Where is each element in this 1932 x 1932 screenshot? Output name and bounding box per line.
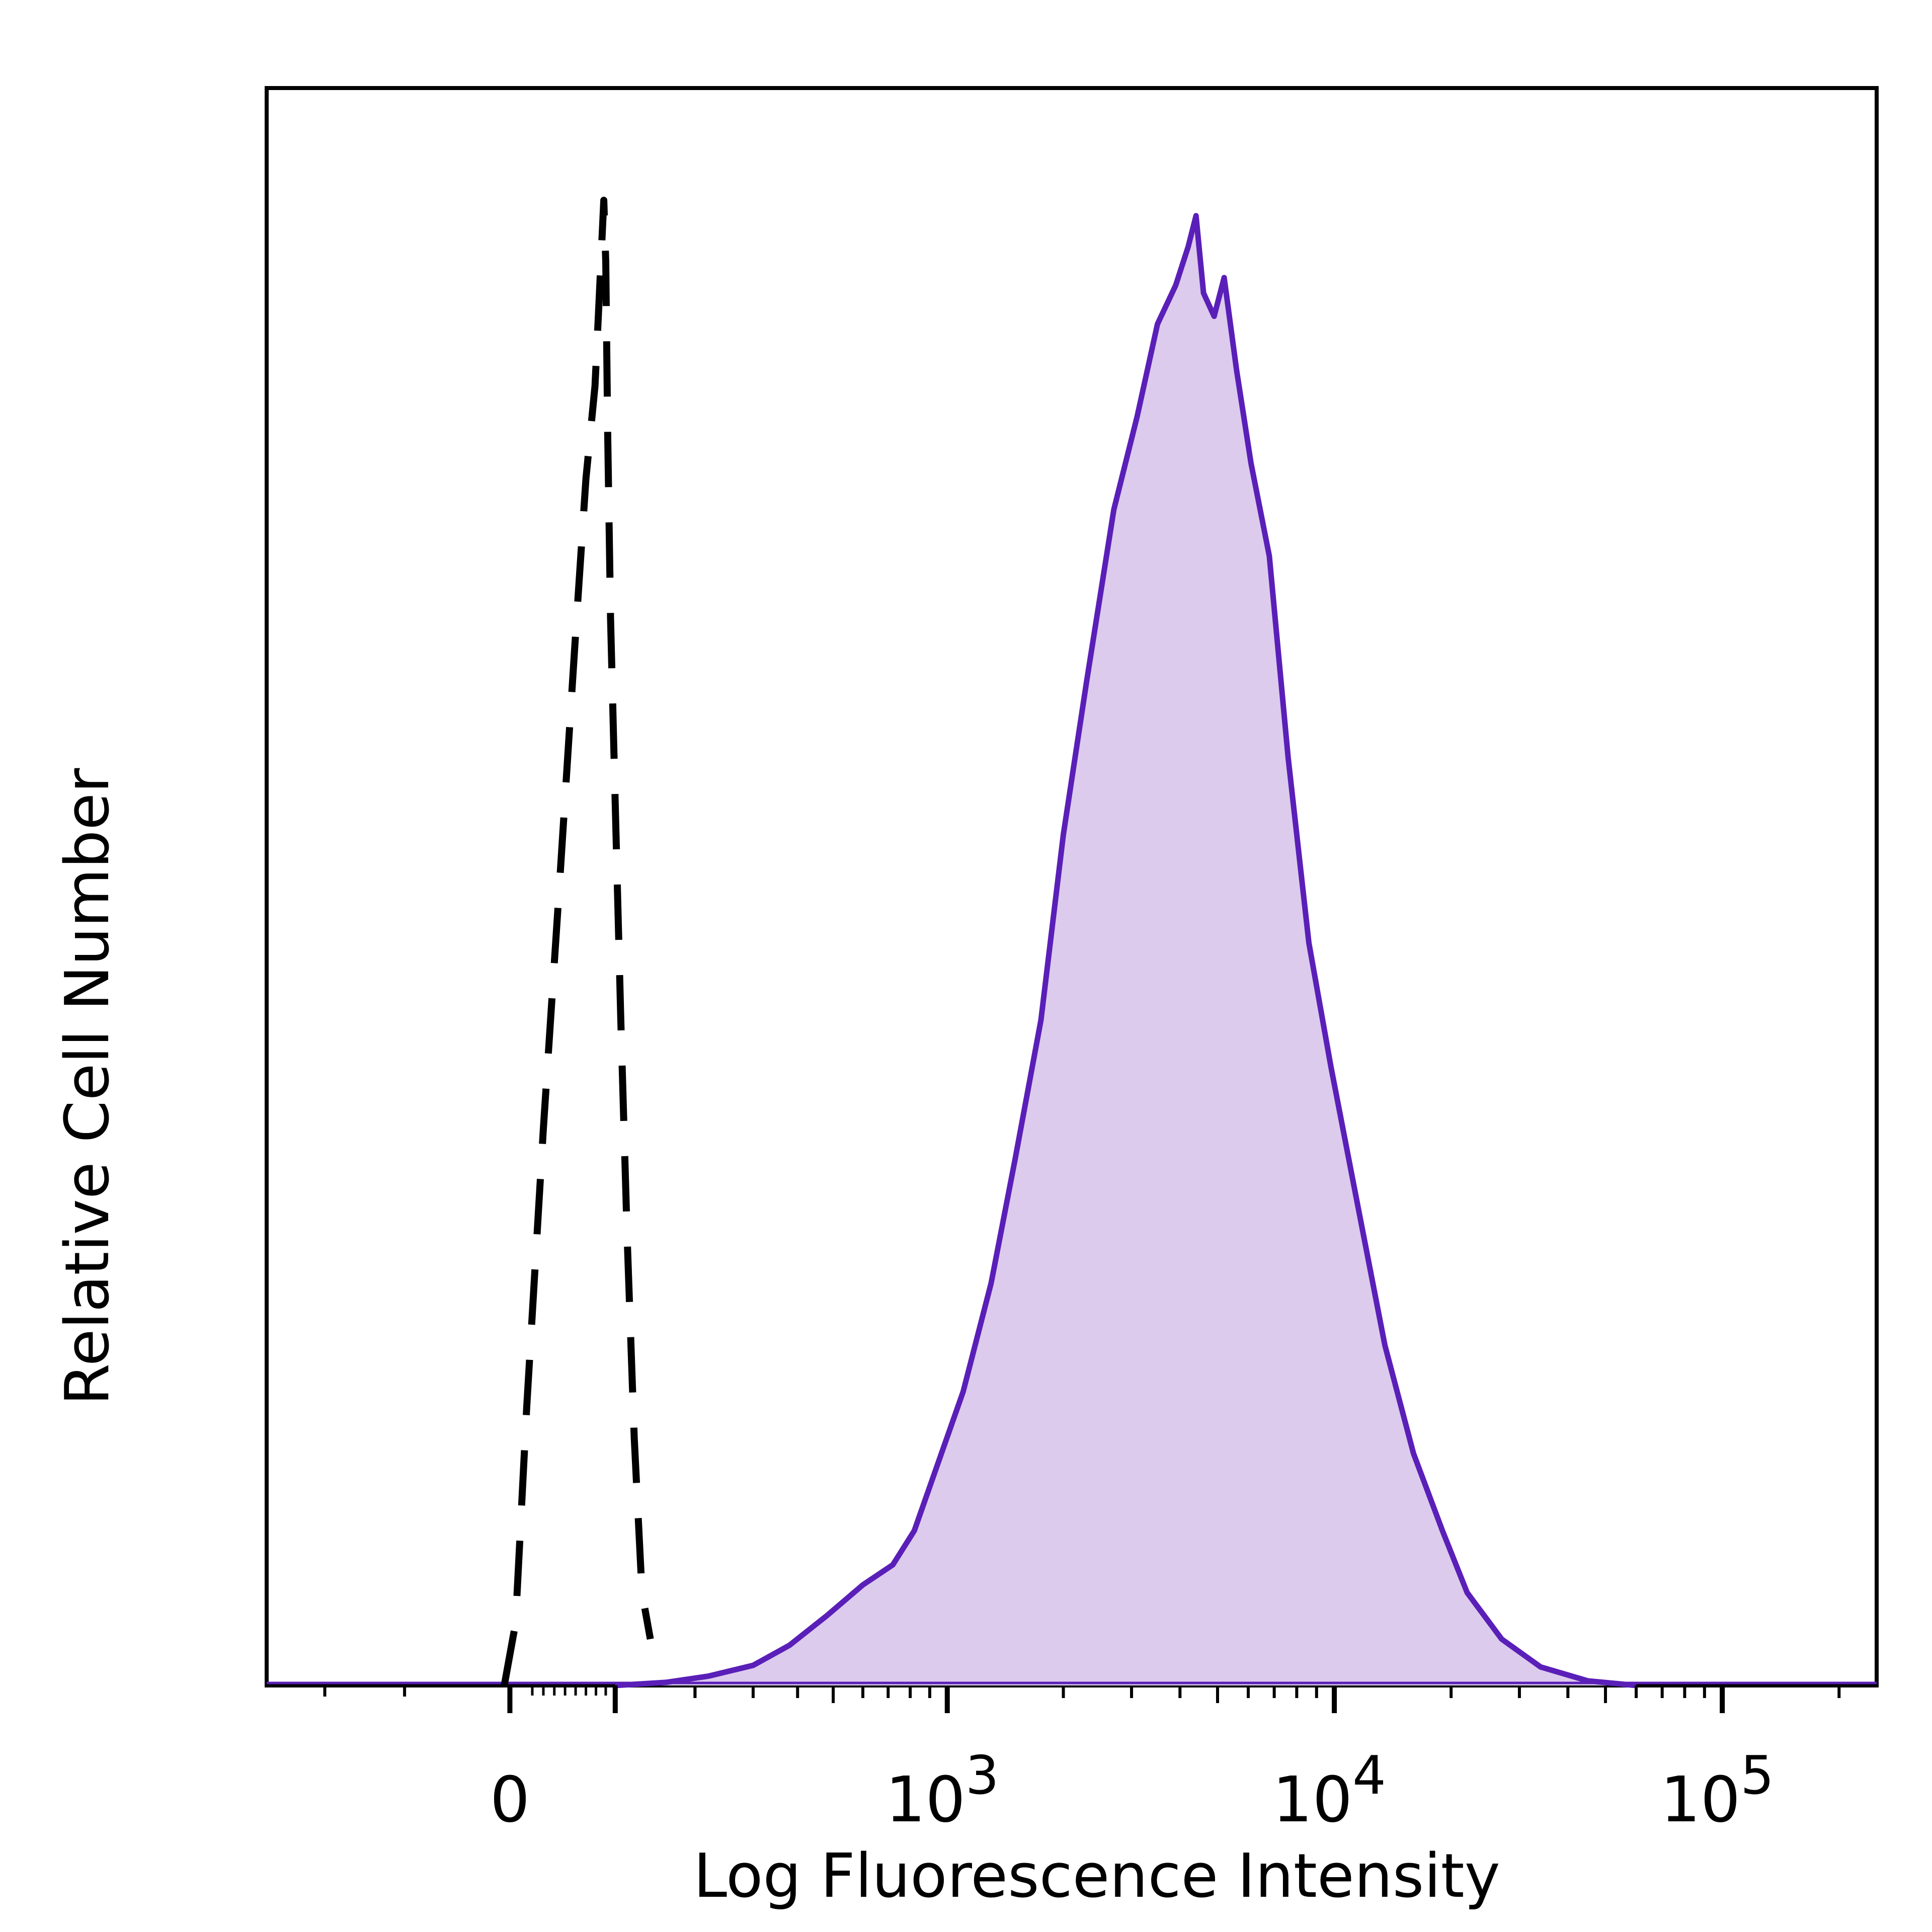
series-layer: [267, 197, 1877, 1688]
tick-label: 104: [1272, 1745, 1386, 1836]
tick-label: 105: [1660, 1745, 1774, 1836]
series-0-line: [501, 197, 654, 1686]
y-axis-label: Relative Cell Number: [53, 768, 123, 1405]
x-axis-tick-labels: 0 103 104 105: [490, 1745, 1774, 1836]
x-axis-label: Log Fluorescence Intensity: [693, 1841, 1500, 1911]
tick-label: 103: [886, 1745, 999, 1836]
tick-label: 0: [490, 1763, 530, 1836]
series-1-line: [615, 213, 1637, 1688]
x-axis-ticks: [323, 1685, 1841, 1713]
series-1-fill: [615, 215, 1637, 1685]
